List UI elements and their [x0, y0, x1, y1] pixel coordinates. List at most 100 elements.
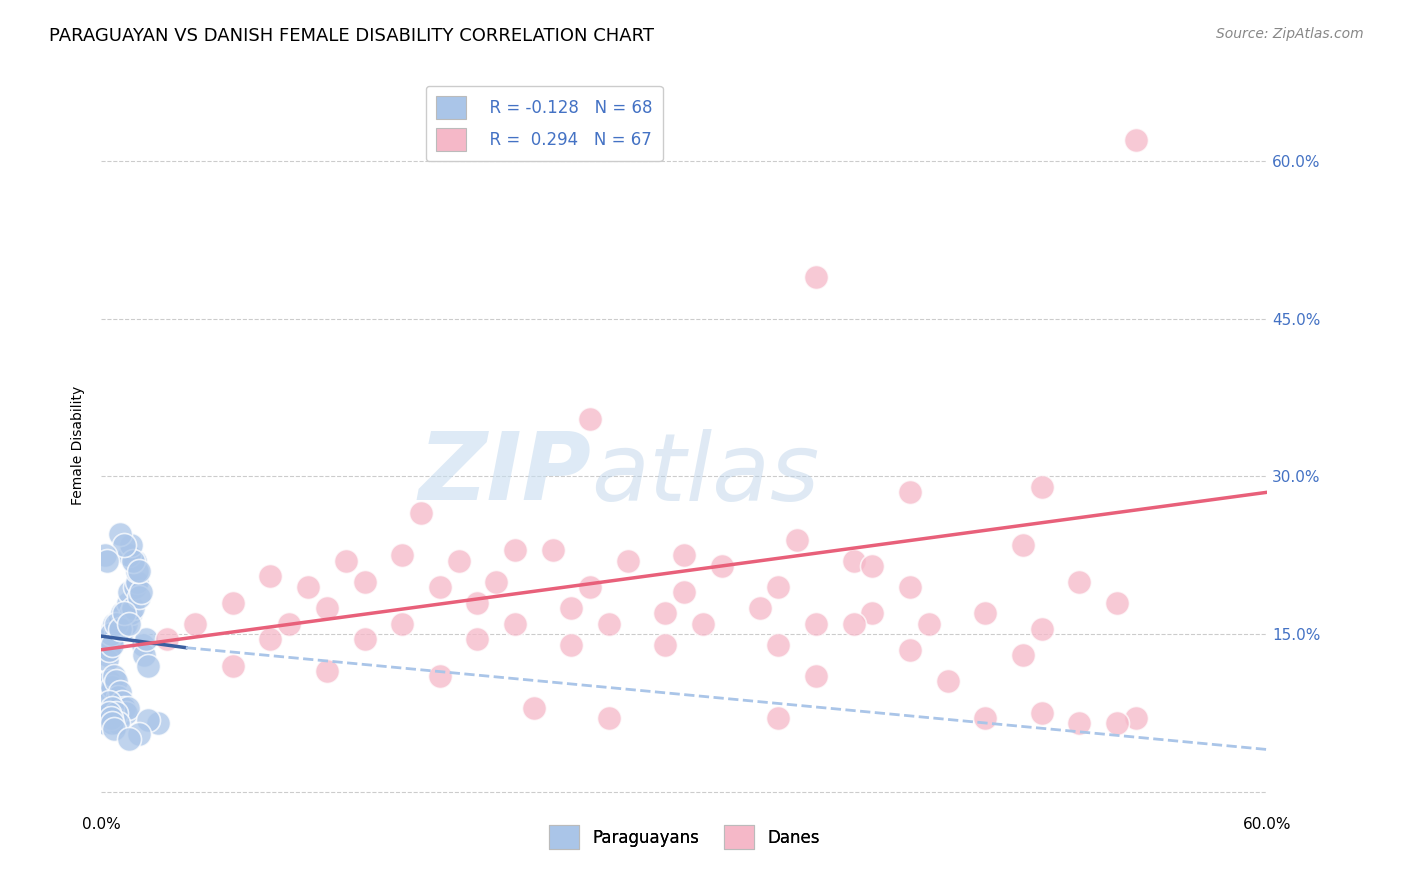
Point: [316, 600, 339, 615]
Point: [429, 580, 451, 594]
Point: [184, 616, 207, 631]
Point: [105, 627, 128, 641]
Point: [107, 690, 129, 704]
Point: [467, 595, 489, 609]
Point: [112, 700, 135, 714]
Point: [1031, 622, 1053, 636]
Point: [108, 611, 131, 625]
Point: [804, 616, 827, 631]
Point: [131, 638, 153, 652]
Point: [974, 606, 997, 620]
Point: [541, 543, 564, 558]
Point: [94, 716, 117, 731]
Point: [96, 711, 118, 725]
Point: [429, 669, 451, 683]
Point: [860, 606, 883, 620]
Point: [114, 706, 136, 720]
Point: [598, 616, 620, 631]
Point: [129, 585, 152, 599]
Point: [108, 527, 131, 541]
Point: [560, 600, 582, 615]
Text: PARAGUAYAN VS DANISH FEMALE DISABILITY CORRELATION CHART: PARAGUAYAN VS DANISH FEMALE DISABILITY C…: [49, 27, 654, 45]
Point: [1011, 648, 1033, 662]
Point: [118, 548, 141, 562]
Point: [96, 653, 118, 667]
Point: [128, 591, 150, 605]
Point: [101, 680, 124, 694]
Point: [101, 700, 124, 714]
Point: [409, 506, 432, 520]
Point: [1011, 538, 1033, 552]
Point: [391, 616, 413, 631]
Point: [111, 606, 134, 620]
Point: [860, 558, 883, 573]
Point: [898, 485, 921, 500]
Point: [692, 616, 714, 631]
Point: [768, 711, 790, 725]
Point: [100, 685, 122, 699]
Point: [112, 622, 135, 636]
Point: [101, 622, 124, 636]
Point: [598, 711, 620, 725]
Point: [120, 538, 142, 552]
Point: [748, 600, 770, 615]
Point: [1125, 711, 1147, 725]
Point: [118, 585, 141, 599]
Text: ZIP: ZIP: [418, 428, 591, 520]
Point: [467, 632, 489, 647]
Point: [768, 638, 790, 652]
Point: [134, 648, 156, 662]
Point: [103, 669, 125, 683]
Point: [1125, 133, 1147, 147]
Point: [117, 595, 139, 609]
Point: [353, 574, 375, 589]
Point: [579, 411, 602, 425]
Point: [97, 674, 120, 689]
Point: [974, 711, 997, 725]
Point: [100, 627, 122, 641]
Point: [259, 632, 281, 647]
Point: [654, 638, 676, 652]
Point: [936, 674, 959, 689]
Point: [1031, 706, 1053, 720]
Point: [94, 548, 117, 562]
Point: [100, 706, 122, 720]
Point: [103, 711, 125, 725]
Point: [1069, 574, 1091, 589]
Point: [654, 606, 676, 620]
Text: atlas: atlas: [591, 429, 820, 520]
Point: [112, 538, 135, 552]
Point: [94, 642, 117, 657]
Point: [842, 616, 865, 631]
Point: [786, 533, 808, 547]
Point: [105, 674, 128, 689]
Point: [391, 548, 413, 562]
Point: [222, 595, 245, 609]
Point: [673, 585, 696, 599]
Point: [842, 553, 865, 567]
Y-axis label: Female Disability: Female Disability: [72, 385, 86, 505]
Point: [97, 642, 120, 657]
Point: [108, 622, 131, 636]
Point: [125, 564, 148, 578]
Legend: Paraguayans, Danes: Paraguayans, Danes: [543, 819, 827, 855]
Point: [1031, 480, 1053, 494]
Point: [278, 616, 301, 631]
Point: [128, 564, 150, 578]
Point: [103, 722, 125, 736]
Point: [804, 270, 827, 285]
Point: [122, 600, 145, 615]
Point: [112, 606, 135, 620]
Point: [107, 716, 129, 731]
Point: [259, 569, 281, 583]
Point: [135, 632, 157, 647]
Point: [97, 632, 120, 647]
Point: [1105, 595, 1128, 609]
Point: [103, 616, 125, 631]
Point: [523, 700, 546, 714]
Point: [117, 700, 139, 714]
Point: [124, 580, 146, 594]
Point: [101, 638, 124, 652]
Point: [125, 574, 148, 589]
Point: [96, 648, 118, 662]
